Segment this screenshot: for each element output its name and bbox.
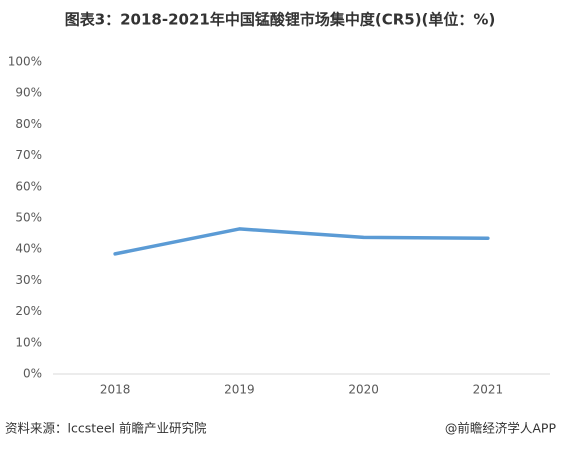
source-note: 资料来源：lccsteel 前瞻产业研究院	[5, 421, 207, 436]
y-tick-label: 80%	[15, 117, 42, 131]
credit: @前瞻经济学人APP	[445, 421, 557, 436]
x-tick-label: 2018	[100, 383, 131, 397]
x-tick-label: 2021	[473, 383, 504, 397]
x-tick-label: 2019	[224, 383, 255, 397]
y-tick-label: 70%	[15, 148, 42, 162]
y-tick-label: 90%	[15, 86, 42, 100]
data-line	[113, 227, 490, 256]
chart-title: 图表3：2018-2021年中国锰酸锂市场集中度(CR5)(单位：%)	[65, 11, 496, 29]
y-tick-label: 100%	[8, 55, 42, 69]
y-tick-label: 30%	[15, 273, 42, 287]
x-tick-label: 2020	[348, 383, 379, 397]
y-tick-label: 40%	[15, 242, 42, 256]
y-tick-label: 10%	[15, 335, 42, 349]
y-tick-label: 50%	[15, 211, 42, 225]
y-tick-label: 0%	[23, 367, 42, 381]
y-tick-label: 20%	[15, 304, 42, 318]
y-tick-label: 60%	[15, 179, 42, 193]
